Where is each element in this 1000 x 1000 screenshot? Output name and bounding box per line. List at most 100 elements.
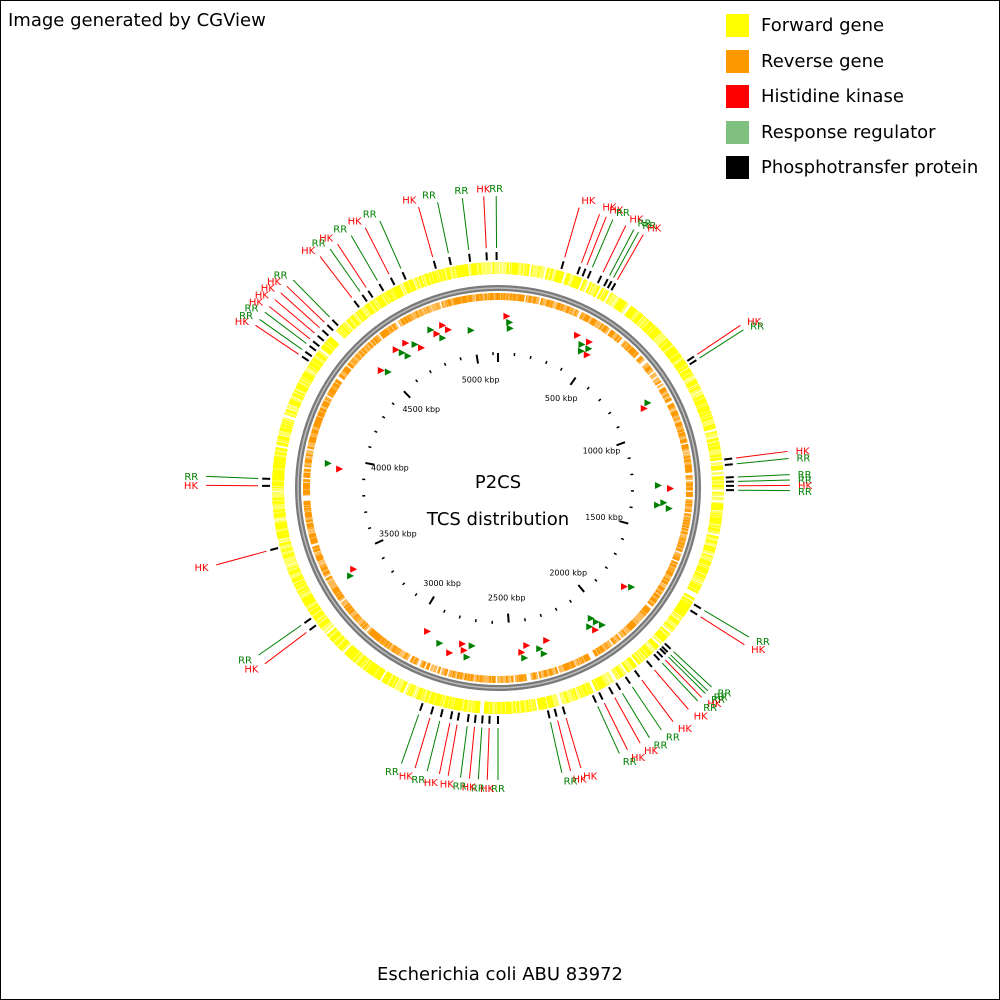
forward-gene-mark — [554, 270, 561, 283]
leader-line — [670, 654, 709, 692]
leader-line — [736, 458, 789, 465]
forward-gene-mark — [425, 273, 432, 286]
forward-gene-mark — [643, 642, 654, 654]
reverse-gene-mark — [553, 301, 559, 310]
reverse-gene-mark — [370, 339, 377, 346]
tcs-label: RR — [454, 186, 468, 197]
tcs-label: RR — [239, 311, 253, 322]
reverse-gene-mark — [314, 420, 322, 425]
forward-gene-mark — [556, 270, 563, 283]
reverse-gene-mark — [668, 406, 677, 412]
reverse-gene-mark — [570, 308, 576, 316]
tcs-marker — [436, 639, 444, 647]
reverse-gene-mark — [317, 559, 326, 565]
phosphotransfer-bar — [546, 710, 551, 719]
reverse-gene-mark — [620, 628, 627, 636]
scale-label: 5000 kbp — [462, 375, 500, 384]
forward-gene-mark — [677, 364, 689, 374]
forward-gene-mark — [548, 695, 555, 708]
tcs-label: RR — [411, 775, 425, 786]
forward-gene-mark — [506, 262, 510, 275]
reverse-gene-mark — [656, 587, 664, 594]
phosphotransfer-bar — [304, 350, 313, 358]
leader-line — [438, 723, 451, 775]
forward-gene-mark — [710, 465, 724, 469]
phosphotransfer-bar — [661, 645, 669, 653]
reverse-gene-mark — [308, 532, 316, 537]
tcs-marker — [543, 637, 551, 645]
minor-tick — [594, 578, 598, 582]
forward-gene-mark — [272, 471, 285, 475]
tcs-label: HK — [301, 246, 316, 257]
reverse-gene-mark — [648, 599, 656, 606]
reverse-gene-track — [302, 292, 694, 684]
reverse-gene-mark — [386, 642, 393, 650]
reverse-gene-mark — [684, 464, 692, 468]
forward-gene-mark — [709, 517, 722, 522]
forward-gene-mark — [663, 344, 674, 354]
tcs-label: RR — [703, 703, 717, 714]
forward-gene-mark — [370, 300, 380, 312]
forward-gene-mark — [559, 692, 565, 705]
reverse-gene-mark — [391, 645, 398, 653]
forward-gene-mark — [682, 374, 695, 383]
reverse-gene-mark — [550, 667, 555, 676]
forward-gene-mark — [681, 596, 693, 605]
reverse-gene-mark — [419, 659, 425, 668]
reverse-gene-mark — [338, 373, 346, 380]
forward-gene-mark — [274, 518, 287, 524]
reverse-gene-mark — [566, 306, 571, 314]
reverse-gene-mark — [304, 513, 313, 517]
reverse-gene-mark — [622, 627, 630, 634]
scale-label: 3500 kbp — [379, 529, 417, 538]
forward-gene-mark — [277, 435, 290, 441]
reverse-gene-mark — [562, 663, 567, 672]
forward-gene-mark — [413, 686, 421, 699]
forward-gene-mark — [338, 639, 349, 650]
tcs-marker — [384, 368, 392, 376]
reverse-gene-mark — [450, 298, 455, 306]
forward-gene-mark — [315, 352, 327, 362]
credit-text: Image generated by CGView — [8, 10, 266, 31]
reverse-gene-mark — [335, 591, 343, 598]
forward-gene-mark — [306, 366, 318, 375]
leader-line — [486, 727, 490, 780]
tcs-marker — [392, 346, 400, 354]
forward-gene-mark — [404, 281, 413, 294]
reverse-gene-mark — [443, 668, 448, 676]
reverse-gene-mark — [379, 331, 386, 339]
phosphotransfer-bar — [608, 686, 614, 695]
forward-gene-mark — [672, 357, 684, 367]
forward-gene-mark — [614, 666, 623, 678]
reverse-gene-mark — [318, 561, 327, 567]
reverse-gene-mark — [404, 652, 410, 661]
forward-gene-mark — [566, 690, 573, 703]
reverse-gene-mark — [682, 448, 690, 453]
reverse-gene-mark — [665, 571, 673, 577]
forward-gene-mark — [675, 361, 688, 371]
reverse-gene-mark — [441, 300, 447, 309]
leader-line — [280, 292, 320, 328]
forward-gene-mark — [662, 622, 674, 633]
forward-gene-mark — [362, 305, 372, 318]
tcs-label: HK — [573, 775, 588, 786]
reverse-gene-mark — [332, 588, 341, 594]
reverse-gene-swatch — [726, 49, 749, 73]
forward-gene-mark — [571, 687, 579, 701]
legend-label: Histidine kinase — [761, 86, 904, 108]
center-title: P2CS — [475, 472, 521, 493]
leader-line — [737, 479, 790, 482]
tcs-label: RR — [422, 190, 436, 201]
reverse-gene-mark — [376, 334, 383, 342]
reverse-gene-mark — [399, 318, 406, 326]
forward-gene-mark — [523, 700, 528, 713]
reverse-gene-mark — [597, 646, 604, 654]
forward-gene-mark — [710, 457, 723, 462]
reverse-gene-mark — [653, 592, 661, 599]
tcs-marker — [577, 347, 585, 355]
leader-line — [319, 256, 353, 299]
tcs-label: HK — [796, 446, 811, 457]
reverse-gene-mark — [672, 556, 680, 562]
forward-gene-mark — [413, 277, 420, 290]
leader-line — [259, 319, 303, 350]
